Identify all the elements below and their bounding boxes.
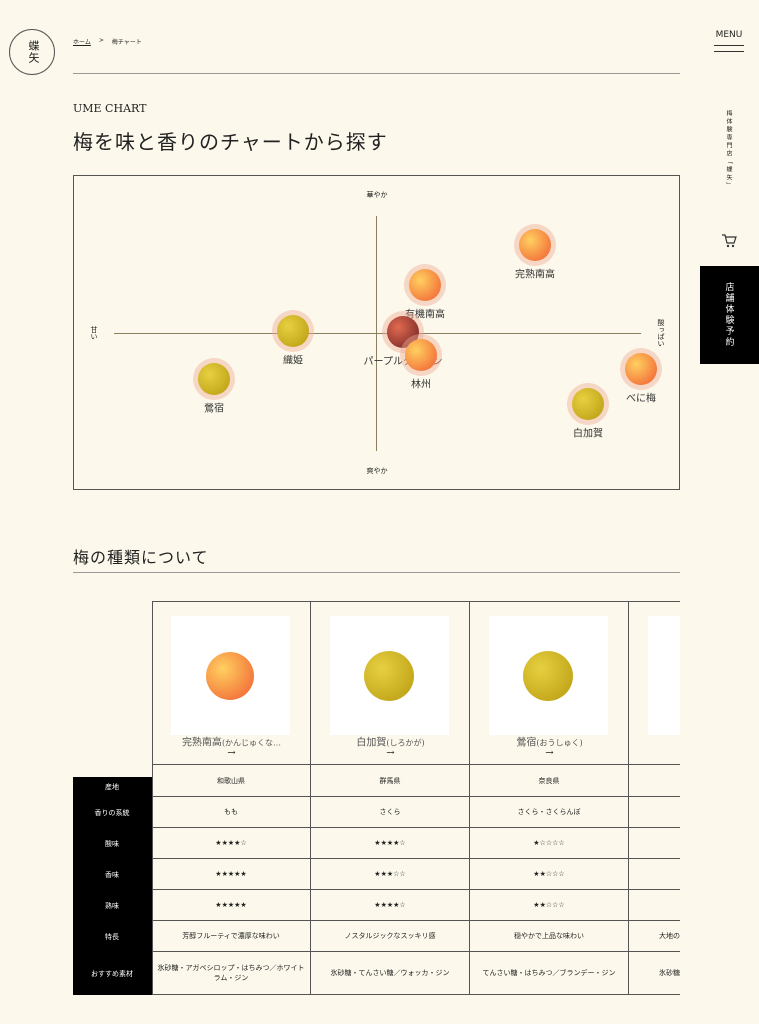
axis-label: 爽やか bbox=[366, 467, 388, 475]
menu-line bbox=[714, 51, 744, 52]
point-label: 白加賀 bbox=[573, 428, 603, 440]
table-cell: ★★★★☆ bbox=[311, 890, 470, 921]
breadcrumb-current: 梅チャート bbox=[111, 39, 142, 46]
table-cell: さくら bbox=[311, 797, 470, 828]
row-header-bg bbox=[73, 777, 152, 995]
column-header bbox=[152, 601, 311, 765]
table-cell: てんさい糖・はちみつ／ブランデー・ジン bbox=[470, 952, 629, 995]
table-cell bbox=[629, 765, 680, 797]
product-name[interactable]: 白加賀(しろかが) bbox=[356, 734, 424, 749]
fruit bbox=[405, 339, 437, 371]
reading[interactable]: (かんじゅくな… bbox=[221, 738, 282, 748]
table-top-line bbox=[152, 601, 680, 602]
breadcrumb-separator: > bbox=[98, 37, 104, 44]
table-cell: 氷砂糖・てん bbox=[629, 952, 680, 995]
table-cell bbox=[629, 828, 680, 859]
row-label: 特長 bbox=[105, 932, 119, 941]
point-label: 林州 bbox=[411, 379, 431, 391]
table-cell: 穏やかで上品な味わい bbox=[470, 921, 629, 952]
arrow: → bbox=[386, 747, 395, 759]
table-cell: ★★★★☆ bbox=[152, 828, 311, 859]
fruit bbox=[277, 315, 309, 347]
name[interactable]: 完熟南高 bbox=[181, 737, 222, 749]
column-header bbox=[311, 601, 470, 765]
table-cell: ★★☆☆☆ bbox=[470, 890, 629, 921]
table-cell: ★☆☆☆☆ bbox=[470, 828, 629, 859]
table-cell: もも bbox=[152, 797, 311, 828]
breadcrumb: ホーム > 梅チャート bbox=[73, 37, 142, 46]
column-header bbox=[629, 601, 680, 765]
table-left-line bbox=[152, 601, 153, 995]
table-cell: 芳醇フルーティで濃厚な味わい bbox=[152, 921, 311, 952]
table-cell bbox=[629, 890, 680, 921]
point-label: 有機南高 bbox=[405, 309, 445, 321]
table-cell: 奈良県 bbox=[470, 765, 629, 797]
name[interactable]: 白加賀 bbox=[356, 737, 387, 749]
point-label: 鶯宿 bbox=[204, 403, 224, 415]
arrow: → bbox=[545, 747, 554, 759]
divider bbox=[73, 572, 680, 573]
row-label: 熟味 bbox=[105, 901, 119, 910]
point-label: べに梅 bbox=[626, 393, 656, 405]
point-label: 完熟南高 bbox=[515, 269, 555, 281]
column-header bbox=[470, 601, 629, 765]
divider bbox=[73, 73, 680, 74]
fruit bbox=[572, 388, 604, 420]
table-cell: ★★☆☆☆ bbox=[470, 859, 629, 890]
section-title: 梅の種類について bbox=[73, 548, 209, 567]
fruit bbox=[625, 353, 657, 385]
side-text: 梅体験専門店「蝶矢」 bbox=[725, 110, 732, 190]
axis-label: 華やか bbox=[366, 191, 388, 199]
table-cell: さくら・さくらんぼ bbox=[470, 797, 629, 828]
axis-horizontal bbox=[114, 333, 641, 334]
point-label: パープルクイーン bbox=[363, 356, 443, 368]
table-cell: ★★★★★ bbox=[152, 859, 311, 890]
table-cell: 氷砂糖・アガベシロップ・はちみつ／ホワイトラム・ジン bbox=[152, 952, 311, 995]
cart-icon[interactable] bbox=[721, 232, 737, 248]
table-cell: 大地の bbox=[629, 921, 680, 952]
reserve-label[interactable]: 店舗体験予約 bbox=[723, 282, 734, 348]
row-label: 香りの系統 bbox=[94, 808, 130, 817]
reserve-button[interactable] bbox=[700, 266, 759, 364]
reading[interactable]: (しろかが) bbox=[386, 738, 425, 748]
row-label: 香味 bbox=[105, 870, 119, 879]
row-label: 産地 bbox=[105, 783, 119, 791]
arrow: → bbox=[227, 747, 236, 759]
fruit bbox=[409, 269, 441, 301]
reading[interactable]: (おうしゅく) bbox=[536, 738, 583, 748]
logo[interactable]: 蝶矢 bbox=[27, 40, 40, 64]
product-name[interactable]: 鶯宿(おうしゅく) bbox=[516, 734, 582, 749]
page-title: 梅を味と香りのチャートから探す bbox=[73, 130, 388, 154]
eyebrow: UME CHART bbox=[73, 102, 147, 115]
breadcrumb-link[interactable]: ホーム bbox=[73, 39, 91, 46]
fruit bbox=[198, 363, 230, 395]
product-name[interactable]: 完熟南高(かんじゅくな… bbox=[182, 734, 281, 749]
table-cell: 和歌山県 bbox=[152, 765, 311, 797]
table-cell bbox=[629, 859, 680, 890]
row-label: 酸味 bbox=[105, 839, 119, 848]
table-cell: 氷砂糖・てんさい糖／ウォッカ・ジン bbox=[311, 952, 470, 995]
fruit bbox=[523, 651, 573, 701]
name[interactable]: 鶯宿 bbox=[516, 737, 537, 749]
chart-box: 華やか 爽やか 甘い 酸っぱい 完熟南高有機南高織姫 パープルクイーン林州鶯宿白加… bbox=[73, 175, 680, 490]
table-cell: ★★★☆☆ bbox=[311, 859, 470, 890]
fruit bbox=[206, 652, 254, 700]
table-cell: ノスタルジックなスッキリ感 bbox=[311, 921, 470, 952]
point-label: 織姫 bbox=[283, 355, 303, 367]
table-cell: ★★★★☆ bbox=[311, 828, 470, 859]
axis-label: 甘い bbox=[90, 326, 98, 340]
axis-label: 酸っぱい bbox=[657, 319, 665, 347]
table-cell bbox=[629, 797, 680, 828]
row-label: おすすめ素材 bbox=[91, 969, 133, 978]
menu-button[interactable]: MENU bbox=[715, 30, 743, 40]
table-cell: 群馬県 bbox=[311, 765, 470, 797]
fruit bbox=[519, 229, 551, 261]
types-table: 産地 香りの系統 酸味 香味 熟味 特長 おすすめ素材 完熟南高(かんじゅくな… → 和歌山県 もも… bbox=[73, 601, 680, 1001]
table-cell: ★★★★★ bbox=[152, 890, 311, 921]
product-image bbox=[648, 616, 680, 735]
menu-line bbox=[714, 45, 744, 46]
fruit bbox=[364, 651, 414, 701]
logo-ring[interactable] bbox=[9, 29, 55, 75]
